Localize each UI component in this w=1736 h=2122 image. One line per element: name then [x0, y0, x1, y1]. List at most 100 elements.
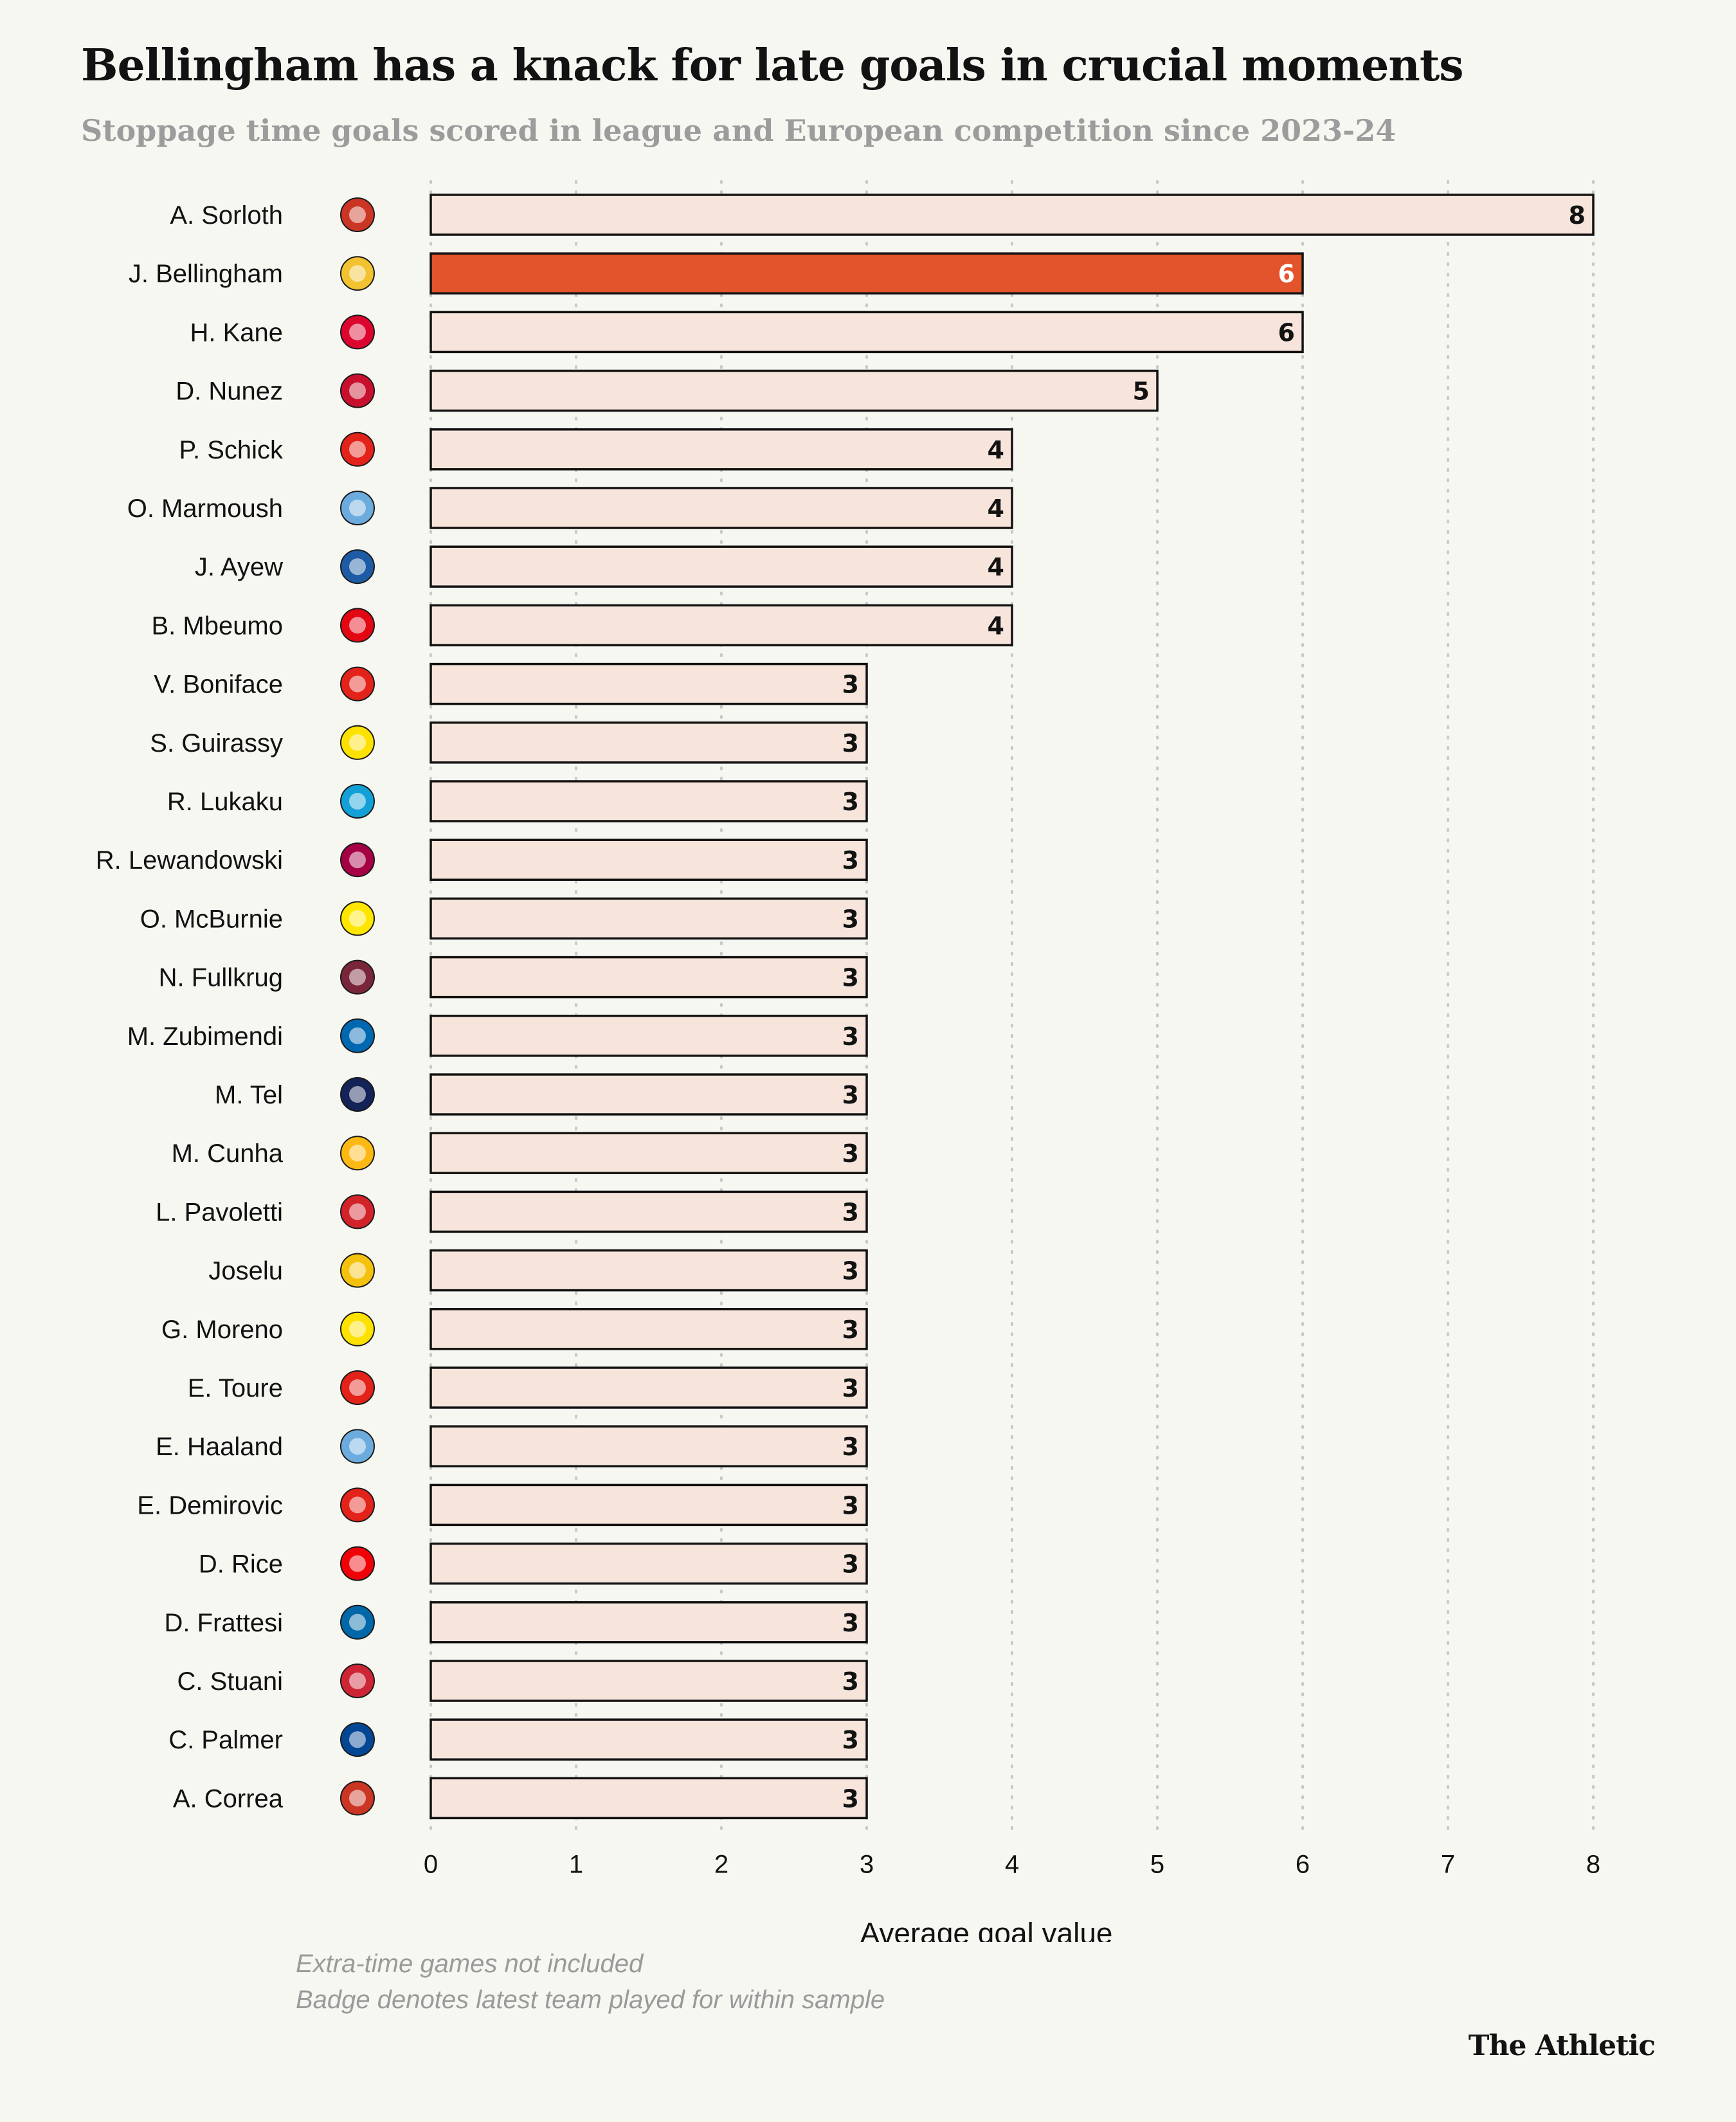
badge-inner: [349, 1086, 366, 1103]
cagliari-badge-icon: [340, 1194, 375, 1229]
atletico-madrid-badge-icon: [340, 1781, 375, 1816]
player-name: D. Frattesi: [165, 1609, 283, 1637]
player-name: P. Schick: [179, 436, 284, 464]
bar: [429, 1777, 868, 1820]
bar: [429, 839, 868, 881]
bar-row: O. McBurnie 3: [140, 897, 868, 940]
manchester-city-badge-icon: [340, 1429, 375, 1464]
barcelona-badge-icon: [340, 842, 375, 878]
tottenham-badge-icon: [340, 1077, 375, 1112]
bar: [429, 428, 1013, 471]
bar-row: J. Ayew 4: [195, 545, 1013, 588]
bar: [429, 487, 1013, 529]
bar: [429, 604, 1013, 647]
bar-value-label: 3: [842, 1726, 859, 1754]
badge-inner: [349, 1613, 366, 1631]
player-name: V. Boniface: [154, 671, 283, 699]
bayern-munich-badge-icon: [340, 314, 375, 350]
footnote-badge: Badge denotes latest team played for wit…: [296, 1986, 885, 2014]
bar-value-label: 4: [988, 553, 1004, 581]
bar-row: J. Bellingham 6: [129, 252, 1304, 295]
bar-value-label: 3: [842, 1784, 859, 1813]
badge-inner: [349, 1496, 366, 1514]
bar: [429, 369, 1159, 412]
x-tick-label: 6: [1296, 1850, 1310, 1878]
badge-inner: [349, 675, 366, 693]
atletico-madrid-badge-icon: [340, 197, 375, 232]
stuttgart-badge-icon: [340, 1487, 375, 1523]
player-name: L. Pavoletti: [156, 1198, 283, 1226]
bar: [429, 194, 1595, 236]
footnote-extra-time: Extra-time games not included: [296, 1950, 644, 1978]
manchester-city-badge-icon: [340, 491, 375, 525]
bar-value-label: 3: [842, 1433, 859, 1461]
badge-inner: [349, 851, 366, 869]
bar-row: E. Haaland 3: [156, 1425, 868, 1467]
x-tick-label: 8: [1586, 1850, 1600, 1878]
wolves-badge-icon: [340, 1136, 375, 1171]
bar: [429, 662, 868, 705]
player-name: R. Lukaku: [167, 788, 283, 816]
badge-inner: [349, 206, 366, 223]
bar: [429, 1660, 868, 1702]
west-ham-badge-icon: [340, 959, 375, 995]
chelsea-badge-icon: [340, 1722, 375, 1757]
bar-value-label: 3: [842, 1022, 859, 1051]
bayer-leverkusen-badge-icon: [340, 431, 375, 467]
bar-row: C. Stuani 3: [177, 1660, 868, 1702]
badge-inner: [349, 793, 366, 810]
bar: [429, 721, 868, 764]
badge-inner: [349, 968, 366, 986]
girona-badge-icon: [340, 1664, 375, 1698]
player-name: D. Rice: [199, 1550, 283, 1579]
chart-title: Bellingham has a knack for late goals in…: [81, 40, 1464, 91]
borussia-dortmund-badge-icon: [340, 725, 375, 760]
badge-inner: [349, 1438, 366, 1455]
player-name: A. Correa: [173, 1784, 284, 1813]
bar: [429, 956, 868, 999]
badge-inner: [349, 1320, 366, 1338]
brentford-badge-icon: [340, 608, 375, 643]
bar-row: A. Correa 3: [173, 1777, 868, 1820]
player-name: C. Stuani: [177, 1667, 283, 1696]
chart-subtitle: Stoppage time goals scored in league and…: [81, 113, 1397, 148]
bar-value-label: 3: [842, 1609, 859, 1637]
bar: [429, 545, 1013, 588]
bar-value-label: 6: [1278, 260, 1295, 288]
bar-row: M. Zubimendi 3: [127, 1015, 868, 1057]
bar: [429, 311, 1304, 354]
x-tick-label: 7: [1441, 1850, 1455, 1878]
bar-row: P. Schick 4: [179, 428, 1013, 471]
x-tick-label: 2: [714, 1850, 728, 1878]
bar-value-label: 6: [1278, 318, 1295, 347]
bar-value-label: 4: [988, 612, 1004, 640]
player-name: D. Nunez: [176, 377, 283, 406]
bar-value-label: 3: [842, 964, 859, 992]
bar-row: D. Rice 3: [199, 1542, 868, 1585]
x-tick-label: 3: [860, 1850, 874, 1878]
bar-row: V. Boniface 3: [154, 662, 868, 705]
badge-inner: [349, 910, 366, 927]
player-name: Joselu: [208, 1257, 283, 1285]
bar-value-label: 3: [842, 1081, 859, 1109]
player-name: O. Marmoush: [127, 494, 283, 523]
napoli-badge-icon: [340, 784, 375, 819]
player-name: A. Sorloth: [170, 201, 283, 230]
bar-row: O. Marmoush 4: [127, 487, 1013, 529]
player-name: R. Lewandowski: [96, 846, 283, 875]
bar-value-label: 4: [988, 436, 1004, 464]
bar-chart: A. Sorloth 8 J. Bellingham 6 H. Kane 6 D. Nune…: [96, 180, 1600, 1942]
bar-value-label: 3: [842, 729, 859, 757]
bar-row: H. Kane 6: [190, 311, 1304, 354]
las-palmas-badge-icon: [340, 901, 375, 936]
bayer-leverkusen-badge-icon: [340, 666, 375, 702]
badge-inner: [349, 1027, 366, 1044]
bar-value-label: 5: [1133, 377, 1150, 406]
bar-row: A. Sorloth 8: [170, 194, 1595, 236]
bar-value-label: 3: [842, 1374, 859, 1402]
badge-inner: [349, 1145, 366, 1162]
real-madrid-badge-icon: [340, 256, 375, 291]
arsenal-badge-icon: [340, 1546, 375, 1581]
bar: [429, 1366, 868, 1409]
bar-value-label: 3: [842, 671, 859, 699]
